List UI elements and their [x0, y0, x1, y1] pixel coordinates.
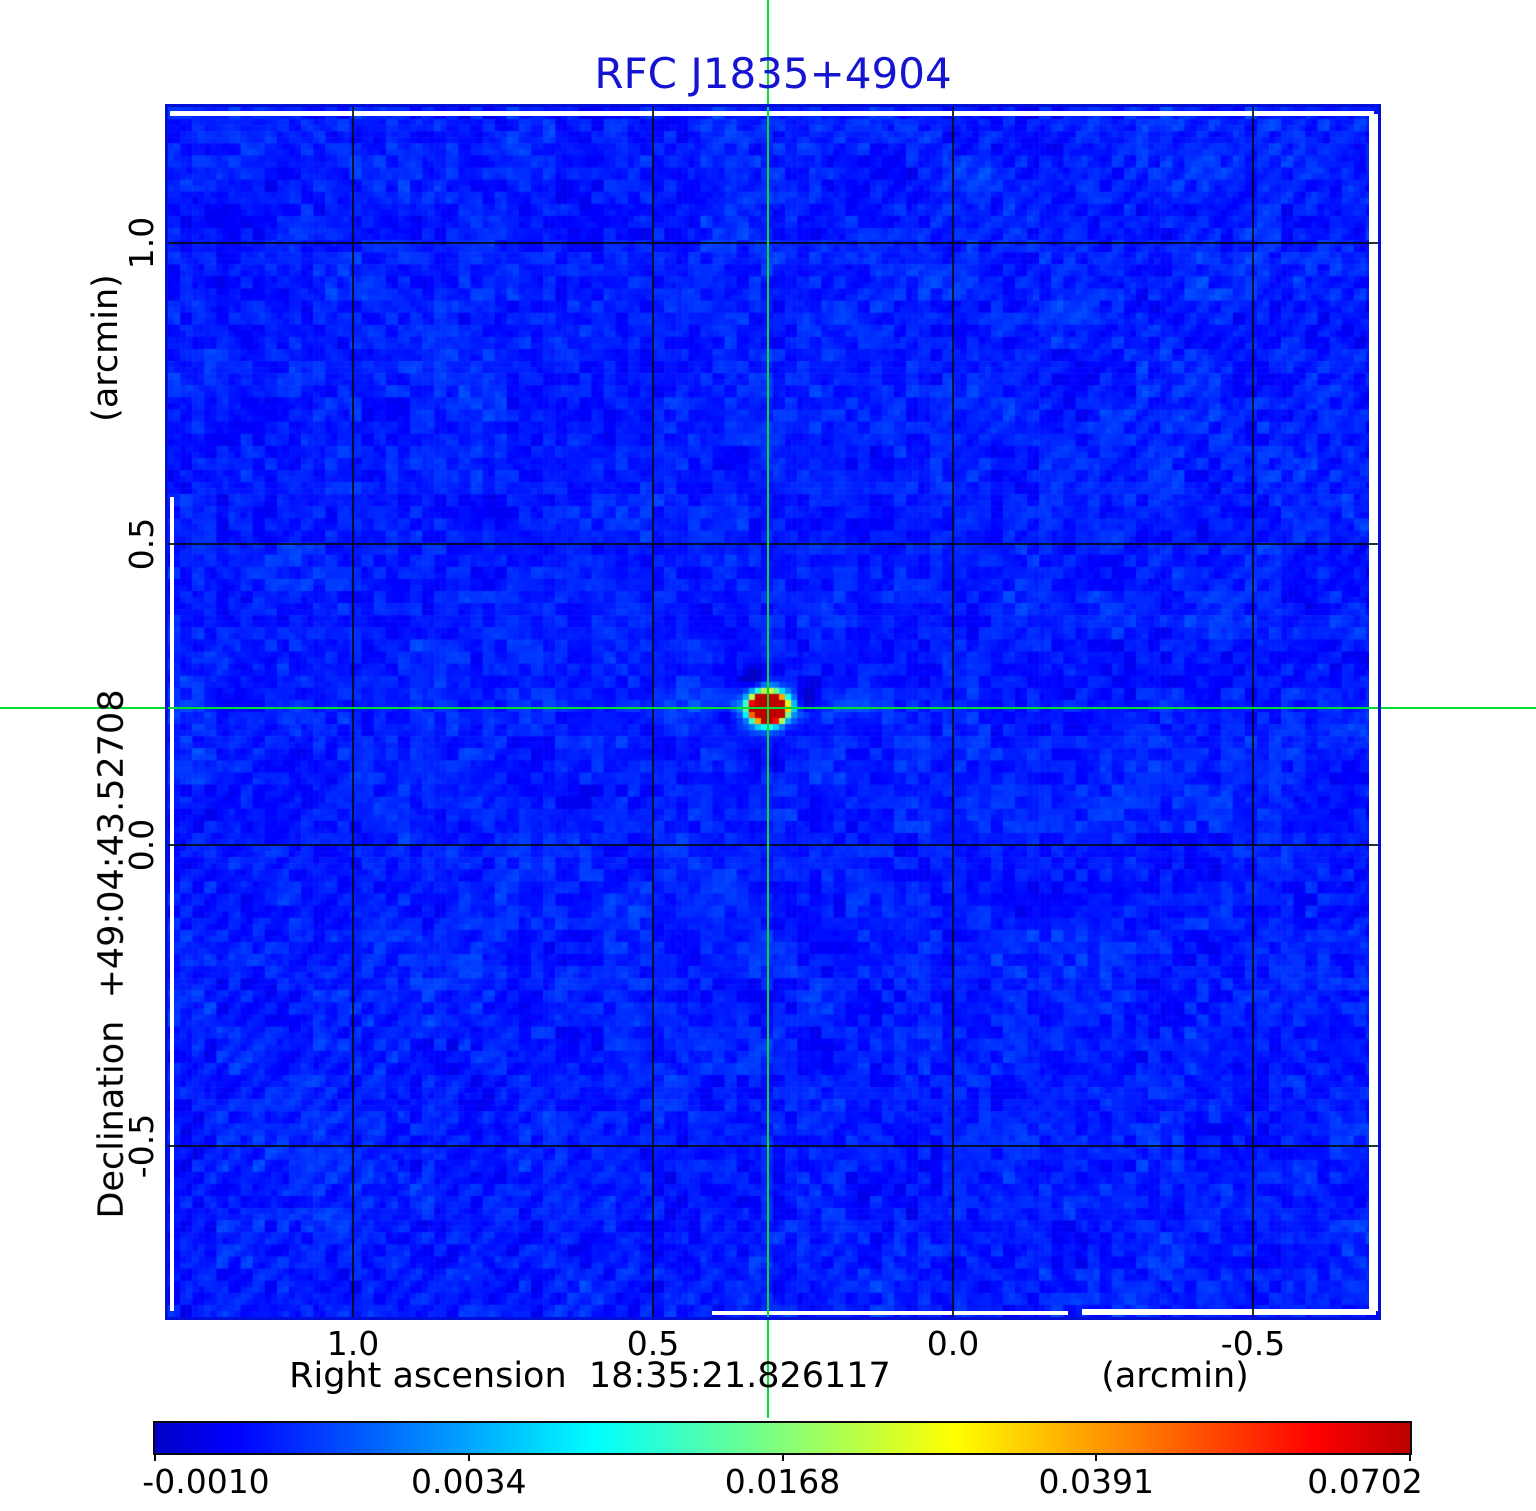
colorbar-canvas: [155, 1423, 1410, 1453]
colorbar-tick: [467, 1453, 470, 1461]
x-tick-label: -0.5: [1220, 1324, 1286, 1363]
colorbar-tick-label: -0.0010: [142, 1462, 270, 1501]
y-tick-label: 1.0: [121, 216, 161, 270]
colorbar-frame: [153, 1421, 1412, 1455]
map-edge-artifact-right: [1369, 114, 1378, 1311]
grid-line-horizontal: [168, 1145, 1378, 1147]
x-axis-unit-label: (arcmin): [1101, 1356, 1249, 1396]
grid-line-vertical: [352, 107, 354, 1317]
grid-line-vertical: [952, 107, 954, 1317]
grid-line-vertical: [1252, 107, 1254, 1317]
colorbar-tick: [154, 1453, 156, 1461]
y-tick-label: 0.5: [121, 517, 161, 571]
grid-line-horizontal: [168, 242, 1378, 244]
colorbar-tick-label: 0.0702: [1307, 1462, 1423, 1501]
map-edge-artifact-top: [170, 111, 1374, 116]
colorbar-tick: [1095, 1453, 1098, 1461]
y-axis-label: Declination +49:04:43.52708: [91, 689, 132, 1219]
colorbar-tick: [781, 1453, 784, 1461]
colorbar-tick-label: 0.0168: [724, 1462, 841, 1501]
x-tick-label: 0.5: [626, 1324, 680, 1363]
y-axis-unit-label: (arcmin): [85, 274, 126, 422]
grid-line-horizontal: [168, 543, 1378, 545]
crosshair-vertical-line: [767, 0, 770, 1418]
colorbar-tick: [1409, 1453, 1411, 1461]
map-edge-artifact-bottom-left: [712, 1311, 1068, 1315]
colorbar-tick-label: 0.0034: [411, 1462, 527, 1501]
x-tick-label: 0.0: [926, 1324, 980, 1363]
sky-map-canvas: [168, 107, 1378, 1317]
x-tick-label: 1.0: [326, 1324, 380, 1363]
colorbar-tick-label: 0.0391: [1038, 1462, 1154, 1501]
map-edge-artifact-bottom-right: [1082, 1309, 1376, 1315]
crosshair-horizontal-line: [0, 706, 1536, 709]
grid-line-horizontal: [168, 844, 1378, 846]
plot-frame: [165, 104, 1381, 1320]
x-axis-label: Right ascension 18:35:21.826117: [289, 1356, 891, 1396]
plot-title: RFC J1835+4904: [594, 49, 952, 98]
map-edge-artifact-left: [170, 497, 174, 1311]
grid-line-vertical: [652, 107, 654, 1317]
